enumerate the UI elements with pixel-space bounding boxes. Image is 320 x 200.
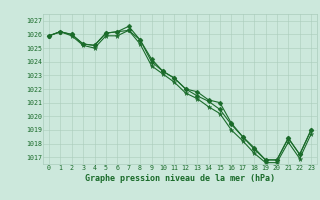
X-axis label: Graphe pression niveau de la mer (hPa): Graphe pression niveau de la mer (hPa) [85,174,275,183]
